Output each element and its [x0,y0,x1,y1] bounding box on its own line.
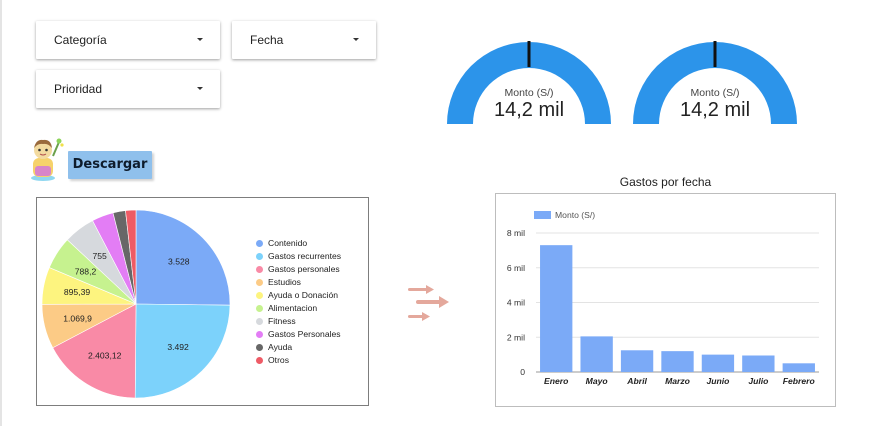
chevron-down-icon [197,87,203,90]
bar-chart-panel: Monto (S/) 0 2 mil 4 mil 6 mil 8 mil Enero Mayo… [495,193,836,407]
legend-label: Ayuda o Donación [268,290,339,300]
categoria-dropdown[interactable]: Categoría [36,21,220,59]
legend-label: Alimentacion [268,303,318,313]
pie-slice-otros[interactable] [125,209,137,305]
legend-label: Ayuda [268,342,293,352]
fecha-dropdown[interactable]: Fecha [232,21,376,59]
x-tick-label: Abril [626,376,647,386]
pie-data-label: 895,39 [64,287,91,297]
bar-enero[interactable] [540,245,573,372]
bar-chart: Monto (S/) 0 2 mil 4 mil 6 mil 8 mil Enero Mayo… [507,210,819,386]
left-edge-divider [0,0,2,426]
fecha-dropdown-label: Fecha [250,33,284,47]
bar-legend-swatch [534,211,551,219]
legend-label: Otros [268,355,290,365]
legend-label: Fitness [268,316,296,326]
legend-dot [256,331,263,338]
pie-chart-panel: 3.528 3.492 2.403,12 1.069,9 895,39 788,2 755 … [36,197,369,406]
x-tick-label: Junio [706,376,729,386]
legend-dot [256,318,263,325]
cartoon-mascot-icon [26,136,66,182]
chevron-down-icon [197,38,203,41]
prioridad-dropdown-label: Prioridad [54,82,103,96]
y-tick-label: 6 mil [507,263,525,273]
bar-chart-title: Gastos por fecha [619,175,712,189]
bar-febrero[interactable] [782,363,815,372]
y-tick-label: 8 mil [507,228,525,238]
gauge-arc [447,41,611,124]
gauge-value: 14,2 mil [679,99,751,121]
legend-label: Estudios [268,277,301,287]
pie-slice-gastos-personales[interactable] [52,303,137,399]
legend-label: Gastos recurrentes [268,251,342,261]
legend-label: Gastos Personales [268,329,341,339]
x-tick-label: Mayo [586,376,608,386]
x-tick-label: Febrero [783,376,815,386]
download-button[interactable]: Descargar [68,151,152,179]
pie-chart: 3.528 3.492 2.403,12 1.069,9 895,39 788,2 755 [41,209,231,399]
legend-dot [256,357,263,364]
legend-dot [256,266,263,273]
bar-julio[interactable] [742,355,775,372]
legend-dot [256,279,263,286]
legend-label: Contenido [268,238,308,248]
legend-dot [256,240,263,247]
bar-abril[interactable] [620,350,654,372]
y-tick-label: 0 [520,367,525,377]
pie-slice-gastos-recurrentes[interactable] [134,303,231,399]
pie-data-label: 755 [92,251,107,261]
gauge-label: Monto (S/) [504,87,554,99]
monto-gauge: Monto (S/) 14,2 mil [443,40,615,124]
bar-junio[interactable] [701,354,735,372]
legend-dot [256,253,263,260]
pie-data-label: 788,2 [75,266,97,276]
legend-dot [256,292,263,299]
pie-data-label: 2.403,12 [88,350,122,360]
legend-dot [256,305,263,312]
legend-dot [256,344,263,351]
bar-legend-label: Monto (S/) [555,210,595,220]
legend-label: Gastos personales [268,264,340,274]
monto-gauge-2: Monto (S/) 14,2 mil [629,40,801,124]
bar-mayo[interactable] [580,336,613,372]
prioridad-dropdown[interactable]: Prioridad [36,70,220,108]
pie-data-label: 1.069,9 [63,314,92,324]
x-tick-label: Marzo [665,376,690,386]
gauge-arc [633,41,797,124]
chevron-down-icon [353,38,359,41]
categoria-dropdown-label: Categoría [54,33,107,47]
gauge-value: 14,2 mil [493,99,565,121]
pie-data-label: 3.528 [168,257,190,267]
right-arrows-icon [408,284,452,331]
x-tick-label: Julio [748,376,768,386]
y-tick-label: 4 mil [507,298,525,308]
pie-data-label: 3.492 [167,342,189,352]
pie-slice-contenido[interactable] [135,209,231,306]
bar-marzo[interactable] [661,351,694,372]
gauge-label: Monto (S/) [690,87,740,99]
y-tick-label: 2 mil [507,332,525,342]
x-tick-label: Enero [544,376,568,386]
